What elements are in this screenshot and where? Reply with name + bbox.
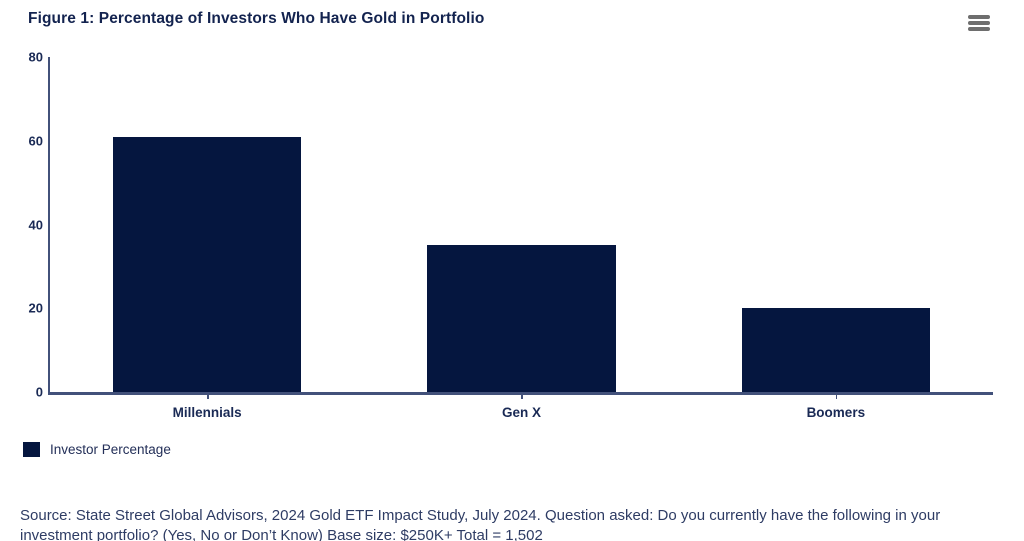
source-note: Source: State Street Global Advisors, 20… bbox=[20, 507, 941, 541]
bar-millennials[interactable] bbox=[112, 136, 302, 392]
figure-title: Figure 1: Percentage of Investors Who Ha… bbox=[28, 10, 485, 27]
hamburger-bar bbox=[968, 21, 990, 25]
bar-band-gen-x bbox=[364, 57, 678, 392]
x-axis-labels: Millennials Gen X Boomers bbox=[50, 395, 993, 420]
y-tick-label-40: 40 bbox=[28, 217, 43, 232]
y-tick-label-80: 80 bbox=[28, 49, 43, 65]
y-tick-label-20: 20 bbox=[28, 300, 43, 316]
x-label-millennials: Millennials bbox=[50, 395, 364, 420]
legend-swatch bbox=[23, 442, 40, 457]
legend-label: Investor Percentage bbox=[50, 442, 171, 457]
bar-band-millennials bbox=[50, 57, 364, 392]
hamburger-bar bbox=[968, 15, 990, 19]
legend[interactable]: Investor Percentage bbox=[23, 442, 171, 457]
bar-band-boomers bbox=[679, 57, 993, 392]
bar-series bbox=[50, 57, 993, 392]
x-tick-mark bbox=[835, 395, 838, 399]
x-label-boomers: Boomers bbox=[679, 395, 993, 420]
bar-boomers[interactable] bbox=[741, 308, 931, 392]
hamburger-bar bbox=[968, 27, 990, 31]
y-tick-label-0: 0 bbox=[35, 384, 43, 400]
y-axis-labels: 0 20 40 60 80 bbox=[0, 50, 43, 400]
bar-gen-x[interactable] bbox=[427, 245, 616, 392]
plot-area bbox=[48, 57, 993, 395]
y-tick-label-60: 60 bbox=[28, 133, 43, 149]
x-tick-mark bbox=[207, 395, 209, 399]
hamburger-menu-icon[interactable] bbox=[968, 15, 990, 31]
x-tick-mark bbox=[521, 395, 523, 399]
x-label-gen-x: Gen X bbox=[364, 395, 678, 420]
